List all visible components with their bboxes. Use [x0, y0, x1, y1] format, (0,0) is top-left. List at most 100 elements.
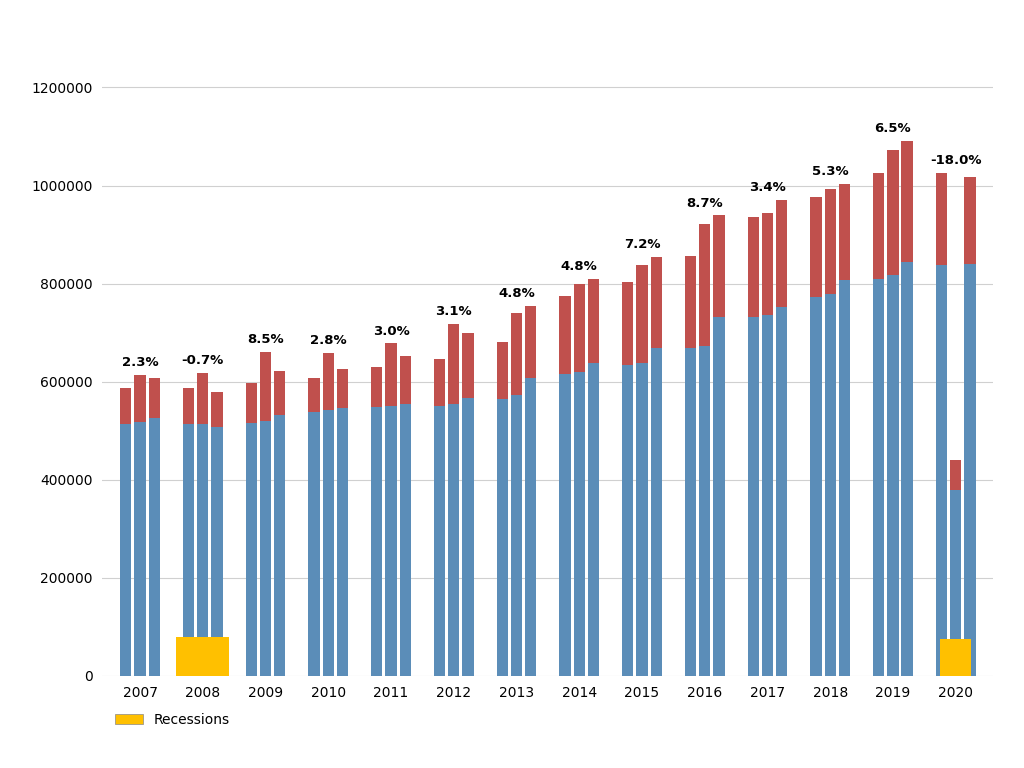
Bar: [246, 423, 257, 676]
Bar: [337, 369, 348, 408]
Text: 6.5%: 6.5%: [874, 122, 911, 135]
Bar: [810, 197, 821, 297]
Bar: [699, 346, 711, 676]
Text: 8.7%: 8.7%: [686, 197, 723, 210]
Bar: [588, 363, 599, 676]
Bar: [434, 406, 445, 676]
Bar: [371, 367, 382, 407]
Bar: [824, 294, 836, 676]
Text: 3.4%: 3.4%: [749, 180, 785, 194]
Bar: [148, 419, 160, 676]
Bar: [936, 173, 947, 265]
Bar: [134, 376, 145, 422]
Bar: [260, 421, 271, 676]
Bar: [699, 223, 711, 346]
Text: -18.0%: -18.0%: [930, 154, 981, 167]
Bar: [685, 349, 696, 676]
Text: 4.8%: 4.8%: [561, 260, 598, 273]
Bar: [337, 408, 348, 676]
Bar: [120, 388, 131, 424]
Bar: [901, 263, 912, 676]
Bar: [462, 398, 473, 676]
Bar: [839, 184, 850, 280]
Bar: [385, 406, 396, 676]
Bar: [559, 296, 570, 374]
Bar: [559, 374, 570, 676]
Bar: [308, 378, 319, 412]
Bar: [901, 141, 912, 263]
Bar: [776, 306, 787, 676]
Bar: [120, 424, 131, 676]
Bar: [636, 363, 647, 676]
Bar: [198, 372, 209, 424]
Text: 4.8%: 4.8%: [498, 286, 535, 300]
Text: -0.7%: -0.7%: [181, 354, 224, 367]
Text: 3.0%: 3.0%: [373, 325, 410, 337]
Bar: [211, 427, 222, 676]
Bar: [776, 200, 787, 306]
Bar: [511, 313, 522, 395]
Bar: [399, 356, 411, 404]
Bar: [950, 491, 962, 676]
Text: 2.3%: 2.3%: [122, 356, 159, 369]
Bar: [839, 280, 850, 676]
Bar: [449, 324, 460, 404]
Bar: [873, 279, 885, 676]
Bar: [873, 174, 885, 279]
Text: 5.3%: 5.3%: [812, 165, 849, 178]
Bar: [176, 637, 229, 676]
Bar: [650, 349, 662, 676]
Bar: [497, 343, 508, 399]
Bar: [308, 412, 319, 676]
Bar: [623, 282, 634, 366]
Text: 8.5%: 8.5%: [247, 333, 284, 346]
Bar: [246, 383, 257, 423]
Bar: [274, 415, 286, 676]
Bar: [887, 275, 898, 676]
Bar: [573, 283, 585, 372]
Text: 3.1%: 3.1%: [435, 306, 472, 319]
Bar: [497, 399, 508, 676]
Bar: [449, 404, 460, 676]
Bar: [748, 217, 759, 317]
Bar: [274, 371, 286, 415]
Bar: [462, 333, 473, 398]
Bar: [936, 265, 947, 676]
Bar: [714, 317, 725, 676]
Bar: [965, 177, 976, 264]
Bar: [824, 189, 836, 294]
Bar: [323, 353, 334, 409]
Bar: [211, 392, 222, 427]
Bar: [762, 214, 773, 316]
Bar: [134, 422, 145, 676]
Bar: [965, 264, 976, 676]
Bar: [399, 404, 411, 676]
Bar: [525, 306, 537, 378]
Legend: Recessions: Recessions: [110, 707, 236, 733]
Bar: [940, 639, 972, 676]
Bar: [434, 359, 445, 406]
Bar: [950, 460, 962, 491]
Bar: [810, 297, 821, 676]
Text: 7.2%: 7.2%: [624, 238, 660, 250]
Bar: [385, 343, 396, 406]
Bar: [588, 279, 599, 363]
Bar: [511, 395, 522, 676]
Bar: [685, 256, 696, 349]
Bar: [148, 378, 160, 419]
Bar: [623, 366, 634, 676]
Bar: [748, 317, 759, 676]
Bar: [714, 215, 725, 317]
Bar: [762, 316, 773, 676]
Bar: [636, 265, 647, 363]
Bar: [183, 424, 195, 676]
Bar: [198, 424, 209, 676]
Bar: [887, 150, 898, 275]
Text: 2.8%: 2.8%: [310, 334, 346, 347]
Bar: [650, 257, 662, 349]
Bar: [525, 378, 537, 676]
Bar: [323, 409, 334, 676]
Bar: [371, 407, 382, 676]
Bar: [573, 372, 585, 676]
Bar: [183, 388, 195, 424]
